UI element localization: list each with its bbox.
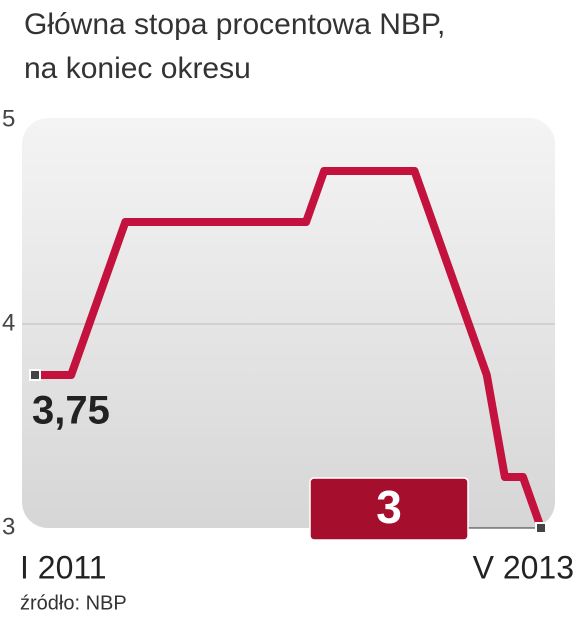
line	[35, 167, 545, 530]
value-label: 3,75	[32, 389, 110, 433]
point-marker	[29, 369, 41, 381]
x-tick-label: V 2013	[473, 549, 574, 585]
plot-area	[22, 118, 555, 528]
y-tick-label: 3	[2, 513, 15, 540]
chart-title: Główna stopa procentowa NBP,	[24, 8, 445, 41]
value-label-box	[309, 477, 469, 541]
x-tick-label: I 2011	[20, 549, 107, 585]
y-tick-label: 4	[2, 309, 15, 336]
value-label: 3	[376, 481, 402, 533]
y-tick-label: 5	[2, 105, 15, 132]
source: źródło: NBP	[20, 592, 127, 614]
point-marker	[535, 522, 547, 534]
chart-title: na koniec okresu	[24, 52, 251, 85]
